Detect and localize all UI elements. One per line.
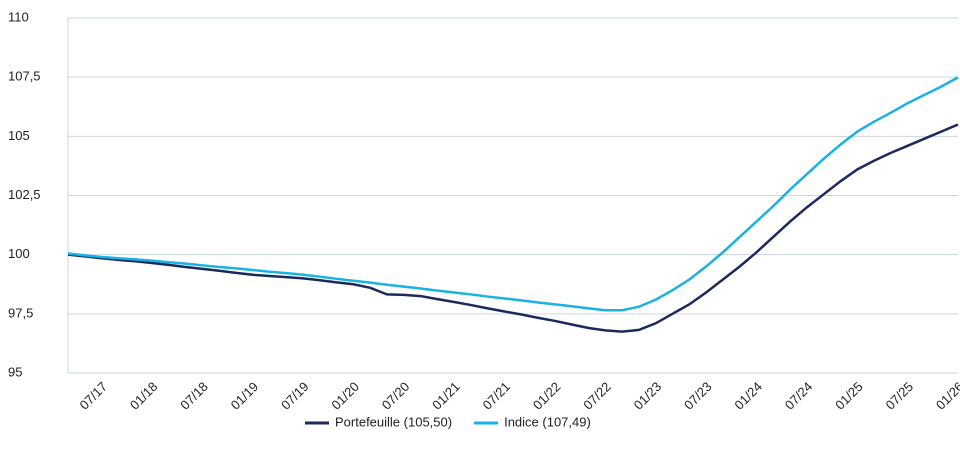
x-tick-label: 07/19: [278, 379, 312, 413]
series-line: [67, 123, 959, 333]
y-tick-label: 107,5: [8, 69, 41, 84]
x-tick-label: 07/18: [177, 379, 211, 413]
x-tick-label: 01/26: [933, 379, 960, 413]
x-tick-label: 07/23: [681, 379, 715, 413]
x-tick-label: 07/24: [782, 379, 816, 413]
x-tick-label: 01/20: [328, 379, 362, 413]
y-tick-label: 100: [8, 246, 30, 261]
x-tick-label: 07/25: [883, 379, 917, 413]
x-tick-label: 01/22: [530, 379, 564, 413]
legend-label: Indice (107,49): [504, 414, 591, 429]
x-tick-label: 01/25: [832, 379, 866, 413]
legend-label: Portefeuille (105,50): [335, 414, 452, 429]
x-tick-label: 01/19: [228, 379, 262, 413]
y-tick-label: 102,5: [8, 187, 41, 202]
y-tick-label: 105: [8, 128, 30, 143]
y-tick-label: 110: [8, 9, 29, 24]
x-tick-label: 07/22: [580, 379, 614, 413]
x-tick-label: 01/21: [429, 379, 463, 413]
y-tick-label: 95: [8, 364, 22, 379]
series-line: [67, 76, 959, 312]
x-tick-label: 01/23: [631, 379, 665, 413]
y-tick-label: 97,5: [8, 305, 33, 320]
x-tick-label: 01/24: [731, 379, 765, 413]
x-tick-label: 01/18: [127, 379, 161, 413]
x-tick-label: 07/20: [379, 379, 413, 413]
x-tick-label: 07/21: [480, 379, 514, 413]
x-tick-label: 07/17: [77, 379, 111, 413]
